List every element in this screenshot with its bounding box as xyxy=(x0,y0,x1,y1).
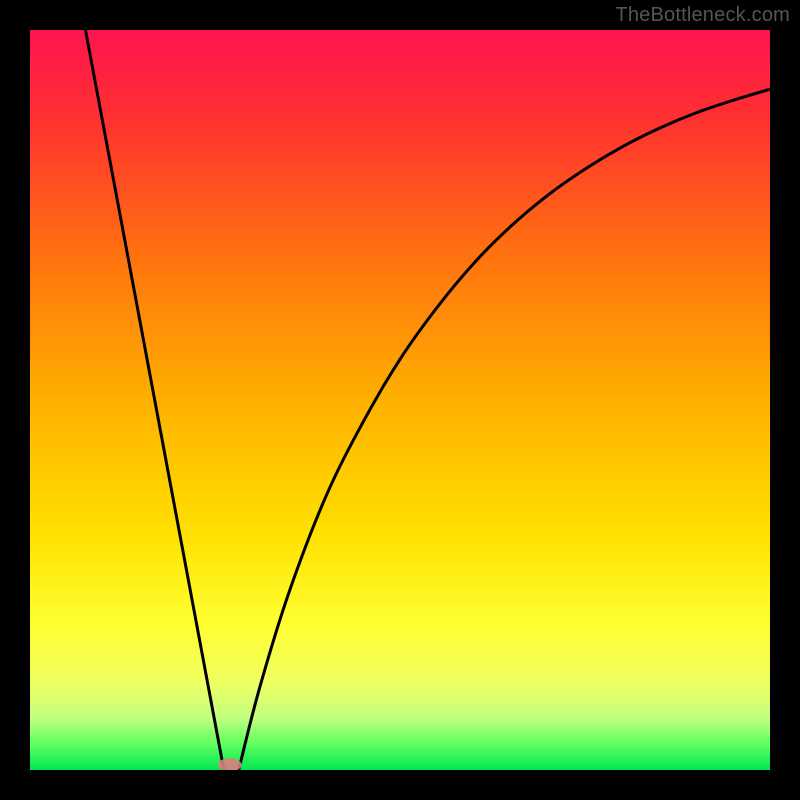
chart-svg xyxy=(30,30,770,770)
watermark-text: TheBottleneck.com xyxy=(615,4,790,27)
chart-background xyxy=(30,30,770,770)
chart-plot-area xyxy=(30,30,770,770)
